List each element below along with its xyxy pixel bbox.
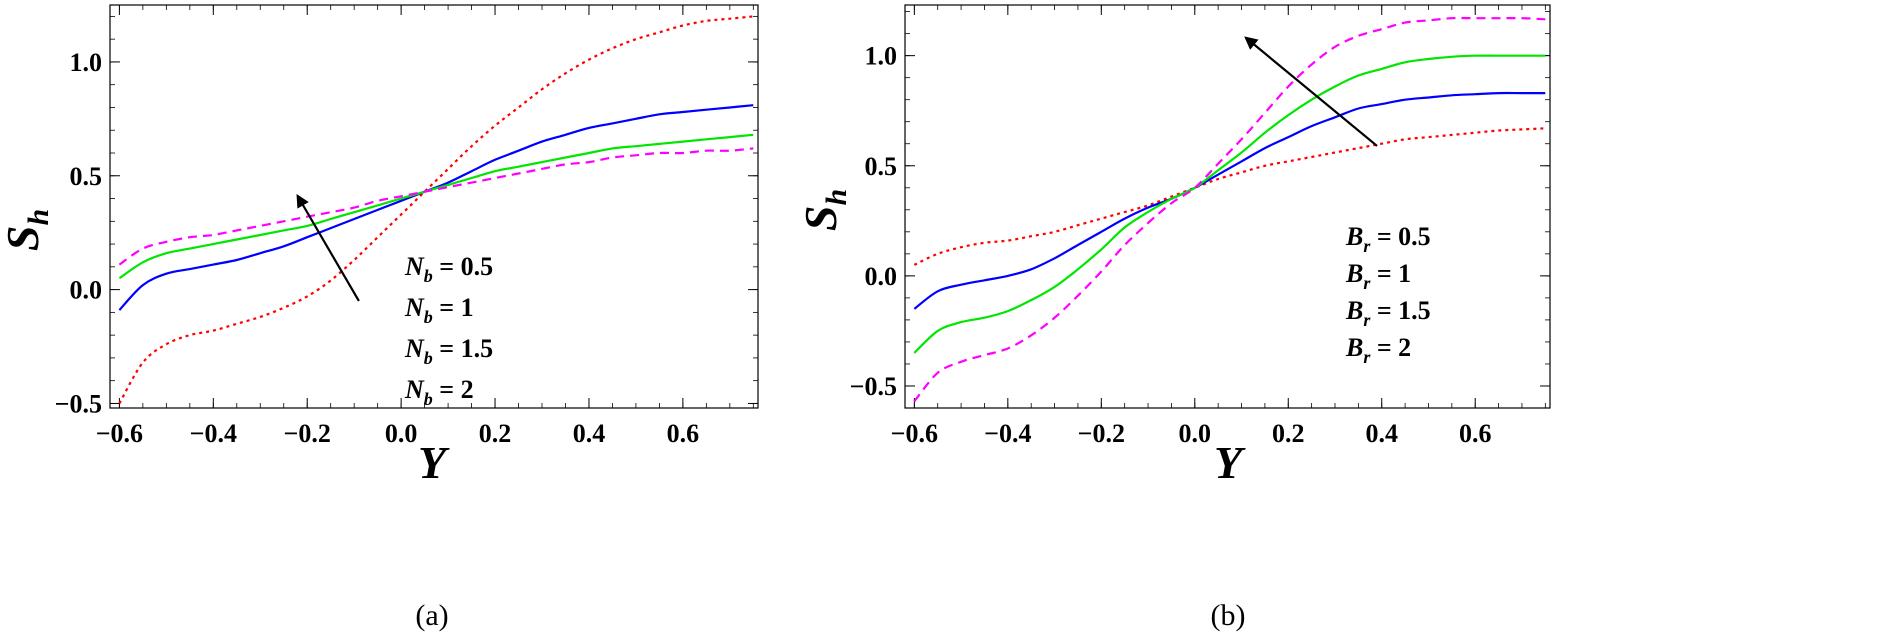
y-tick-label: 1.0 (865, 42, 898, 71)
x-tick-label: 0.4 (1365, 419, 1398, 448)
y-tick-label: 0.5 (865, 152, 898, 181)
x-tick-label: 0.4 (573, 419, 606, 448)
series-line-blue (913, 91, 1546, 310)
trend-arrow (1244, 36, 1378, 147)
x-tick-label: −0.6 (891, 419, 938, 448)
x-tick-label: 0.0 (385, 419, 418, 448)
plot-frame (904, 4, 1551, 409)
series-line-red (913, 127, 1546, 266)
chart-panel-a: −0.6 −0.4 −0.2 0.0 0.2 0.4 0.6 −0.5 0.0 0.5 1.0 Nb … (0, 4, 759, 632)
x-tick-label: 0.6 (1459, 419, 1492, 448)
legend-entry: Br = 2 (1345, 333, 1411, 367)
x-tick-label: −0.4 (190, 419, 237, 448)
x-tick-label: −0.6 (96, 419, 143, 448)
legend-entry: Nb = 2 (404, 375, 474, 409)
plot-frame (109, 4, 759, 409)
trend-arrow (296, 193, 360, 302)
y-tick-label: −0.5 (55, 389, 102, 418)
legend-entry: Nb = 1 (404, 293, 474, 327)
chart-panel-b: −0.6 −0.4 −0.2 0.0 0.2 0.4 0.6 −0.5 0.0 0.5 1.0 Br … (795, 4, 1551, 632)
series-line-magenta (913, 16, 1546, 403)
y-axis-label: Sh (795, 189, 853, 231)
x-axis-label: Y (1214, 437, 1246, 488)
x-tick-label: 0.2 (1272, 419, 1305, 448)
legend-entry: Br = 1.5 (1345, 296, 1431, 330)
y-tick-label: −0.5 (850, 372, 897, 401)
y-tick-label: 1.0 (70, 48, 103, 77)
legend-entry: Br = 1 (1345, 259, 1411, 293)
legend-entry: Br = 0.5 (1345, 222, 1431, 256)
y-tick-label: 0.0 (70, 276, 103, 305)
x-tick-label: −0.2 (284, 419, 331, 448)
legend-entry: Nb = 0.5 (404, 252, 493, 286)
series-line-magenta (118, 147, 754, 266)
x-tick-label: −0.4 (984, 419, 1031, 448)
y-axis-label: Sh (0, 209, 55, 251)
x-tick-label: 0.0 (1179, 419, 1212, 448)
x-tick-label: −0.2 (1078, 419, 1125, 448)
panel-caption: (b) (1211, 599, 1246, 632)
x-tick-label: 0.6 (667, 419, 700, 448)
y-tick-label: 0.5 (70, 162, 103, 191)
legend-entry: Nb = 1.5 (404, 334, 493, 368)
y-tick-label: 0.0 (865, 262, 898, 291)
series-line-green (118, 133, 754, 280)
x-tick-label: 0.2 (479, 419, 512, 448)
panel-caption: (a) (415, 599, 448, 632)
x-axis-label: Y (418, 437, 450, 488)
series-line-red (118, 15, 754, 404)
series-line-green (913, 54, 1546, 354)
